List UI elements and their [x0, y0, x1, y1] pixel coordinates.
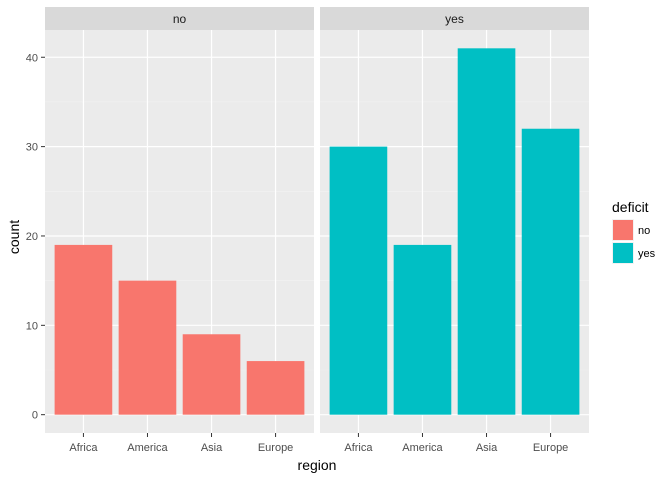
- y-tick-label: 30: [26, 142, 38, 154]
- y-tick-label: 20: [26, 231, 38, 243]
- x-tick-label: Africa: [344, 442, 373, 454]
- facet-strip: [320, 7, 589, 30]
- bar-no-asia: [182, 334, 241, 415]
- x-tick-label: Asia: [201, 442, 223, 454]
- axes-layer: Africa America Asia Europe Africa America Asia…: [26, 52, 569, 454]
- legend: deficit no yes: [612, 199, 656, 264]
- bar-yes-africa: [329, 146, 388, 415]
- facet-panel-no: no: [45, 7, 314, 433]
- x-tick-label: America: [402, 442, 443, 454]
- facet-strip-label: no: [173, 12, 187, 26]
- facet-panel-yes: yes: [320, 7, 589, 433]
- x-tick-label: Europe: [258, 442, 293, 454]
- bar-no-europe: [246, 361, 305, 415]
- y-tick-label: 0: [32, 410, 38, 422]
- bar-yes-america: [393, 244, 452, 415]
- bar-no-africa: [54, 244, 113, 415]
- y-tick-label: 10: [26, 320, 38, 332]
- x-tick-label: Europe: [533, 442, 568, 454]
- y-axis-title: count: [6, 220, 22, 254]
- facet-strip: [45, 7, 314, 30]
- facet-strip-label: yes: [445, 12, 464, 26]
- bar-yes-europe: [521, 128, 580, 415]
- bar-no-america: [118, 280, 177, 415]
- legend-label: yes: [638, 248, 656, 260]
- y-tick-label: 40: [26, 52, 38, 64]
- legend-key-yes: [613, 243, 633, 263]
- legend-title: deficit: [612, 199, 649, 215]
- x-tick-label: Asia: [476, 442, 498, 454]
- bar-yes-asia: [457, 48, 516, 415]
- x-tick-label: Africa: [69, 442, 98, 454]
- x-tick-label: America: [127, 442, 168, 454]
- legend-label: no: [638, 225, 650, 237]
- panels-layer: no yes: [45, 7, 589, 433]
- legend-key-no: [613, 220, 633, 240]
- x-axis-title: region: [298, 457, 337, 473]
